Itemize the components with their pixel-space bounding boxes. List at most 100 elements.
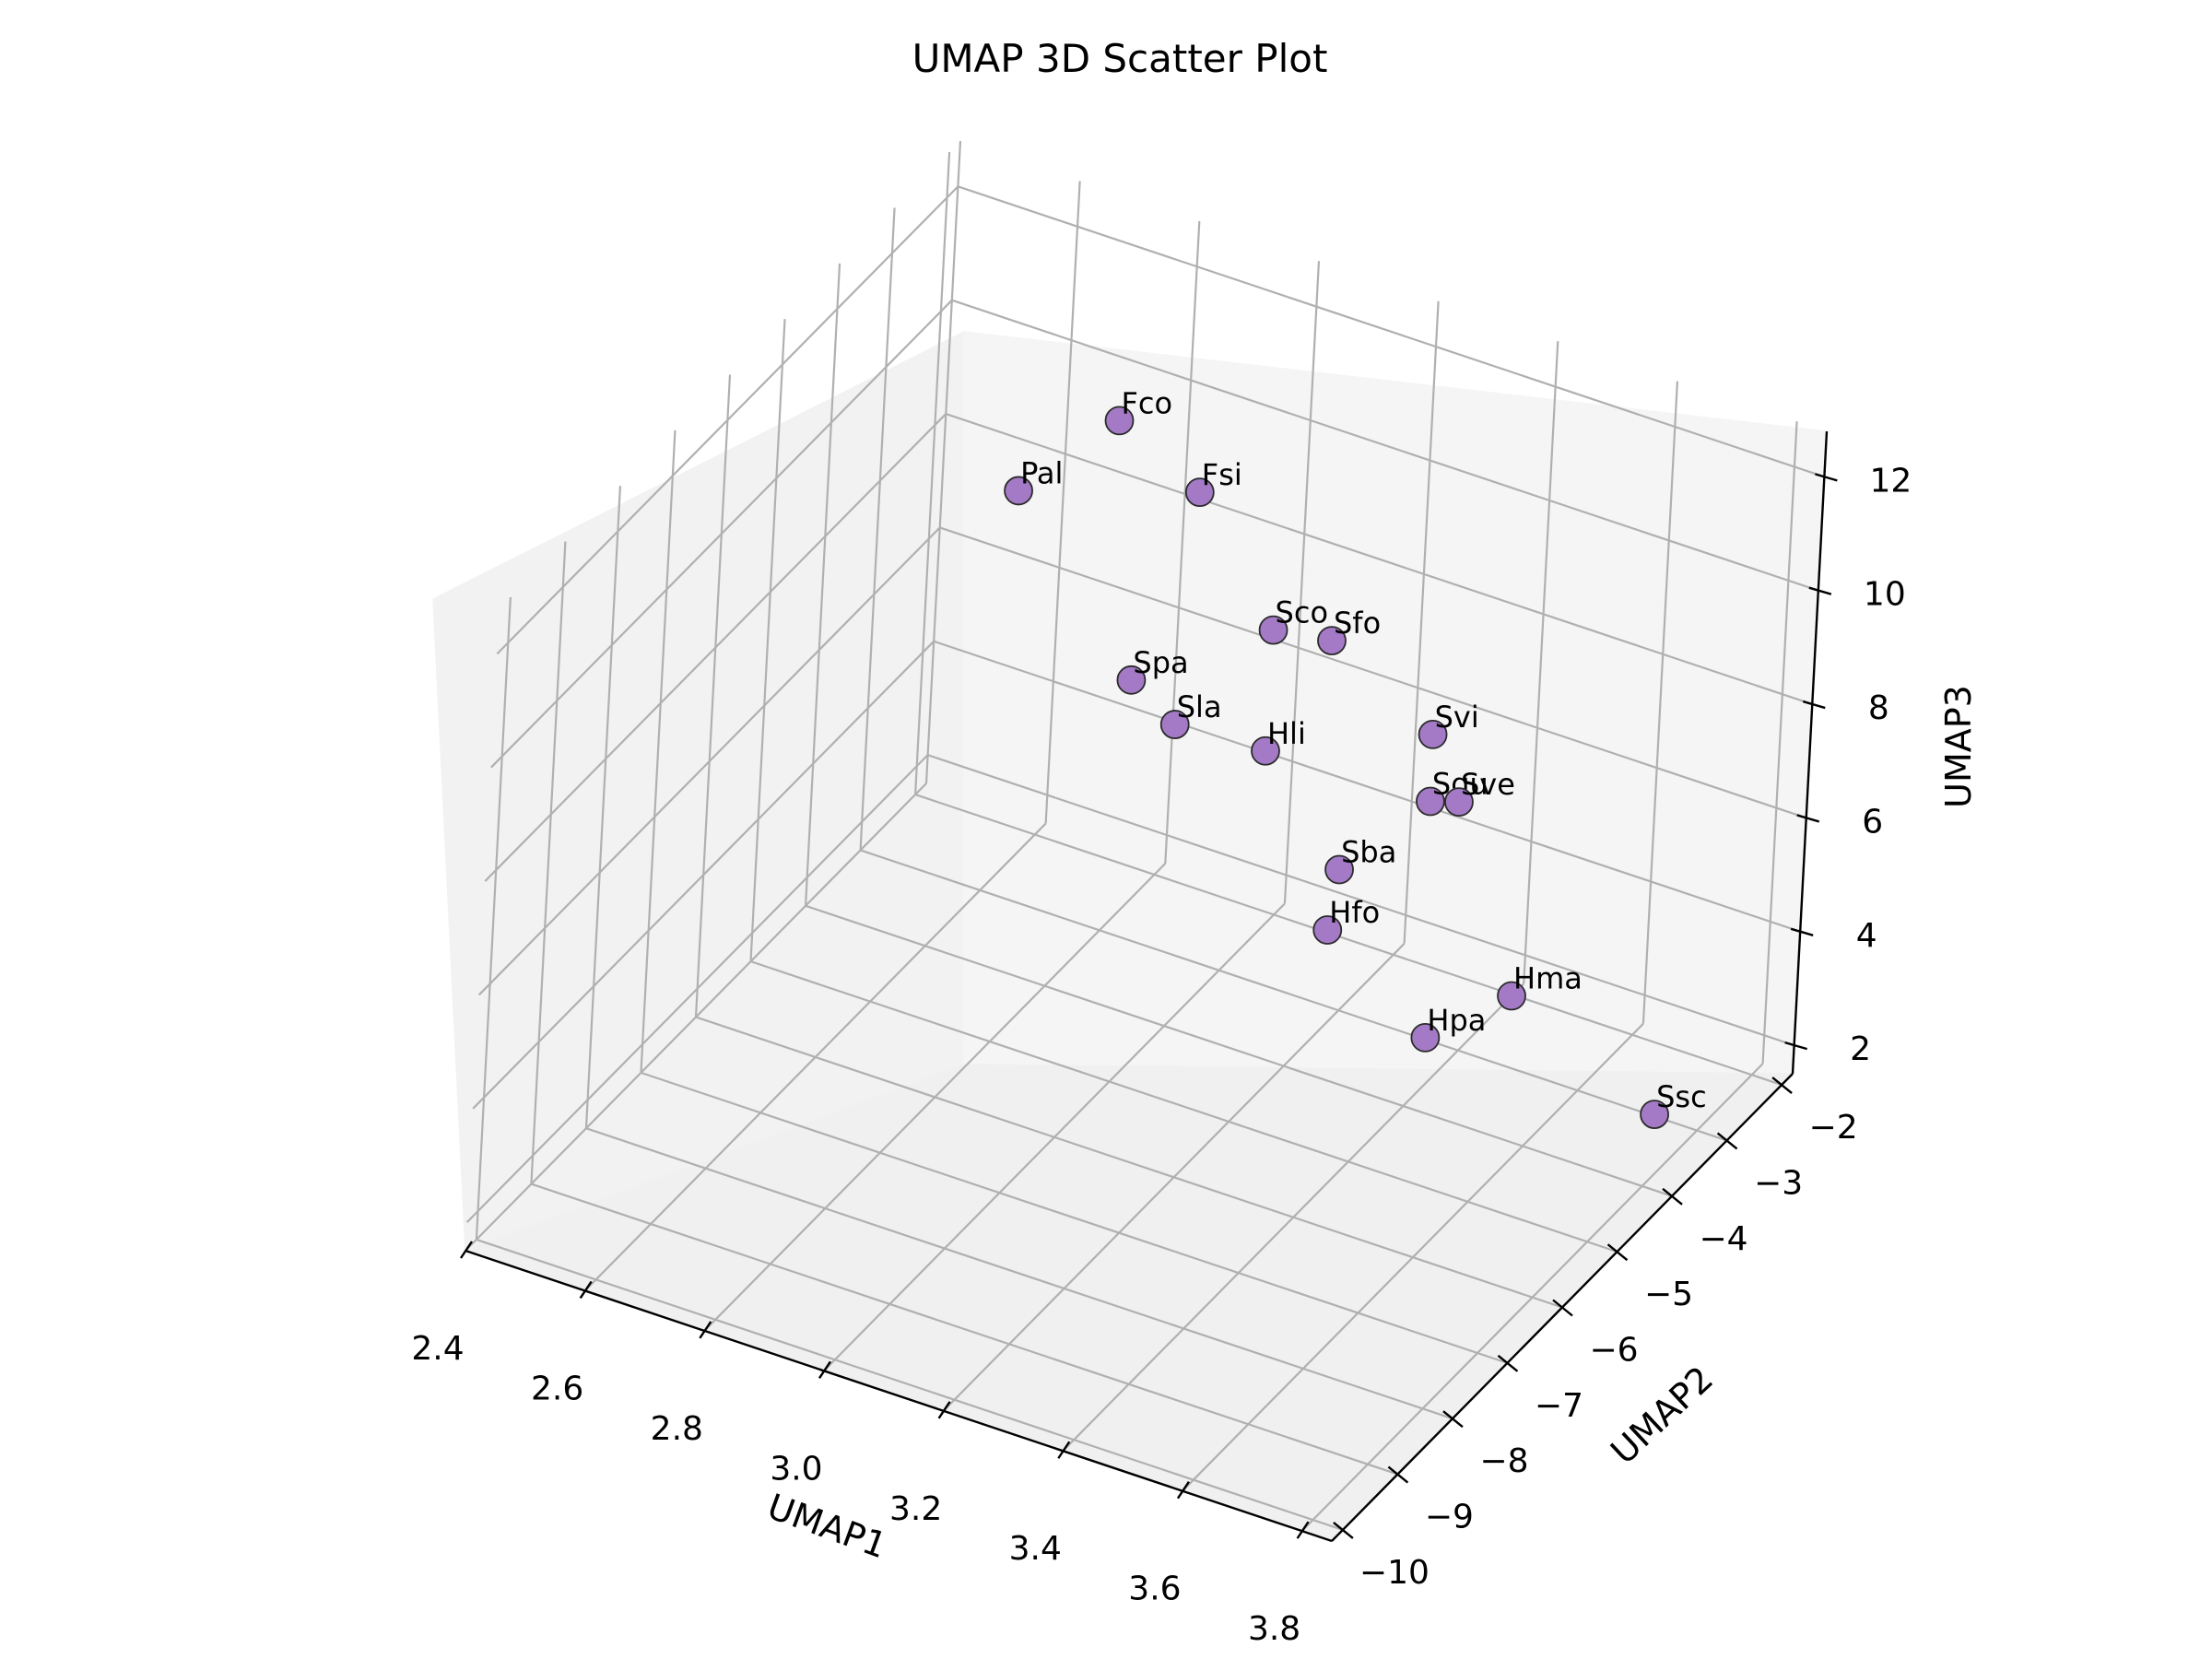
y-tick-label: −9: [1425, 1499, 1474, 1536]
y-tick-label: −5: [1644, 1276, 1693, 1313]
y-tick-label: −10: [1359, 1554, 1430, 1592]
grid-line-z-back: [927, 754, 1794, 1047]
z-tick-mark: [1796, 814, 1820, 823]
z-tick-label: 8: [1868, 689, 1889, 727]
point-label: Sba: [1341, 835, 1396, 870]
point-marker: [1640, 1100, 1669, 1129]
point-marker: [1251, 735, 1280, 766]
grid-line-y-floor: [750, 960, 1618, 1253]
point-marker: [1416, 786, 1445, 817]
grid-line-y-floor: [860, 849, 1727, 1142]
point-label: Fco: [1122, 385, 1173, 420]
point-marker: [1004, 476, 1033, 506]
grid-line-z-left: [465, 754, 929, 1223]
grid-line-y-left: [913, 152, 951, 795]
z-tick-mark: [1784, 1041, 1807, 1051]
point-marker: [1116, 665, 1147, 695]
point-marker: [1159, 710, 1190, 739]
z-axis-label: UMAP3: [1938, 685, 1979, 808]
x-tick-mark: [579, 1280, 593, 1300]
grid-line-z-left: [490, 299, 953, 769]
grid-line-z-back: [945, 413, 1813, 706]
point-label: Spa: [1133, 645, 1188, 680]
grid-line-y-left: [749, 319, 786, 962]
y-tick-mark: [1771, 1077, 1793, 1095]
data-point-hli: Hli: [1251, 716, 1306, 766]
y-tick-mark: [1552, 1299, 1573, 1317]
data-point-sla: Sla: [1159, 689, 1222, 739]
data-point-svi: Svi: [1418, 700, 1479, 749]
point-label: Sco: [1276, 595, 1328, 630]
point-label: Sve: [1461, 767, 1515, 802]
x-tick-label: 3.4: [1009, 1530, 1062, 1568]
data-point-hma: Hma: [1497, 960, 1583, 1011]
data-point-sco: Sco: [1258, 595, 1328, 645]
y-tick-mark: [1497, 1354, 1519, 1372]
point-label: Hli: [1267, 716, 1306, 751]
y-tick-label: −6: [1589, 1332, 1638, 1370]
point-marker: [1317, 626, 1347, 655]
x-tick-label: 3.6: [1128, 1571, 1181, 1608]
grid-line-z-back: [958, 185, 1825, 478]
grid-line-y-floor: [585, 1127, 1453, 1420]
grid-line-x-back: [1403, 300, 1440, 944]
grid-line-z-left: [484, 413, 947, 882]
z-tick-label: 10: [1864, 576, 1906, 614]
y-tick-mark: [1442, 1410, 1464, 1429]
point-label: Hma: [1513, 960, 1583, 995]
y-tick-mark: [1716, 1132, 1738, 1150]
z-tick-label: 6: [1862, 803, 1883, 841]
grid-line-z-left: [477, 526, 941, 996]
point-marker: [1497, 981, 1526, 1011]
grid-line-z-left: [496, 185, 959, 655]
grid-line-y-floor: [914, 794, 1783, 1087]
grid-line-y-left: [530, 541, 567, 1184]
point-label: Fsi: [1202, 457, 1242, 492]
grid-line-y-floor: [531, 1182, 1398, 1476]
x-tick-label: 3.8: [1248, 1610, 1300, 1648]
grid-line-z-back: [939, 526, 1807, 819]
data-point-spa: Spa: [1116, 645, 1189, 695]
z-tick-label: 12: [1869, 462, 1912, 500]
grid-line-y-left: [804, 263, 841, 906]
data-point-sfo: Sfo: [1317, 606, 1381, 655]
grid-line-z-left: [472, 641, 935, 1110]
grid-line-y-floor: [805, 904, 1673, 1197]
grid-line-y-floor: [476, 1238, 1344, 1531]
data-point-fco: Fco: [1104, 385, 1173, 436]
z-tick-label: 2: [1850, 1030, 1871, 1068]
z-tick-mark: [1808, 586, 1832, 595]
y-tick-mark: [1387, 1465, 1409, 1484]
data-point-hfo: Hfo: [1312, 895, 1380, 945]
point-label: Hfo: [1329, 895, 1380, 930]
z-tick-mark: [1815, 473, 1838, 482]
grid-line-y-floor: [695, 1016, 1563, 1309]
y-tick-label: −3: [1754, 1164, 1803, 1202]
data-point-hpa: Hpa: [1410, 1003, 1486, 1053]
tick-marks: [460, 473, 1838, 1539]
x-tick-mark: [1057, 1441, 1071, 1459]
y-axis-label: UMAP2: [1603, 1359, 1721, 1472]
grid-line-x-back: [924, 140, 962, 784]
tick-labels: 2.4 2.6 2.8 3.0 3.2 3.4 3.6 3.8 −2−3−4−5−6−7−8−9…: [411, 462, 1912, 1648]
grid-line-x-back: [1044, 181, 1081, 824]
axes-panes: [432, 330, 1828, 1542]
point-marker: [1410, 1023, 1441, 1053]
data-point-sve: Sve: [1444, 767, 1515, 817]
x-tick-mark: [1176, 1481, 1190, 1500]
data-points: PalFcoFsiSpaSlaScoHliSfoSbaHfoSguSveSviH…: [1004, 385, 1707, 1129]
grid-line-x-back: [1641, 381, 1679, 1024]
grid-line-x-back: [1283, 261, 1321, 904]
y-tick-label: −8: [1479, 1442, 1528, 1480]
grid-line-y-floor: [641, 1071, 1508, 1364]
data-point-ssc: Ssc: [1640, 1079, 1707, 1129]
grid-line-z-back: [951, 299, 1819, 592]
x-tick-mark: [1296, 1521, 1310, 1539]
grid-line-y-left: [584, 486, 622, 1129]
point-label: Sfo: [1334, 606, 1381, 641]
x-tick-mark: [818, 1360, 831, 1380]
grid-line-y-left: [640, 429, 677, 1073]
point-marker: [1184, 477, 1215, 507]
y-tick-mark: [1662, 1187, 1683, 1206]
